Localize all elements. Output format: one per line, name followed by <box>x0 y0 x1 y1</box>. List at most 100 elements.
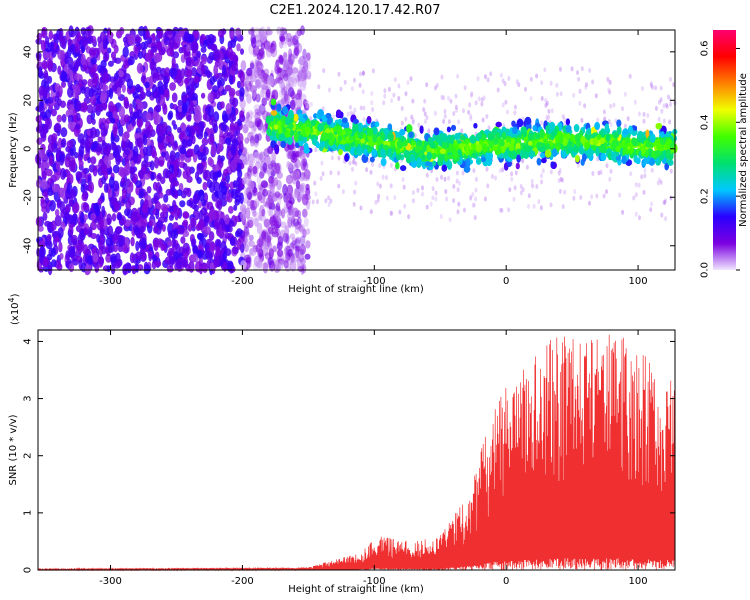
spectrogram-cell <box>596 117 600 123</box>
spectrogram-cell <box>513 185 517 191</box>
spectrogram-cell <box>155 92 161 105</box>
spectrogram-cell <box>196 176 202 185</box>
spectrogram-cell <box>49 199 56 212</box>
figure-title: C2E1.2024.120.17.42.R07 <box>269 3 440 18</box>
spectrogram-cell <box>267 194 273 203</box>
spectrogram-cell <box>182 94 188 103</box>
spectrogram-cell <box>389 162 393 168</box>
spectrogram-cell <box>75 123 81 130</box>
spectrogram-cell <box>202 262 208 274</box>
spectrogram-cell <box>205 71 213 78</box>
spectrogram-cell <box>270 45 278 58</box>
spectrogram-cell <box>139 91 146 100</box>
spectrogram-cell <box>435 82 439 88</box>
spectrogram-cell <box>117 213 122 221</box>
spectrogram-cell <box>424 119 427 124</box>
spectrogram-cell <box>266 26 271 36</box>
spectrogram-cell <box>382 100 386 106</box>
spectrogram-cell <box>501 102 505 108</box>
spectrogram-cell <box>608 89 612 95</box>
spectrogram-cell <box>295 30 300 40</box>
spectrogram-cell <box>194 60 200 67</box>
spectrogram-cell <box>261 125 267 135</box>
spectrogram-cell <box>387 86 391 92</box>
spectrogram-cell <box>239 110 245 119</box>
spectrogram-cell <box>72 201 80 214</box>
spectrogram-cell <box>381 174 385 180</box>
spectrogram-cell <box>579 195 583 200</box>
spectrogram-cell <box>239 70 245 83</box>
spectrogram-cell <box>294 221 302 230</box>
spectrogram-cell <box>277 249 284 257</box>
spectrogram-cell <box>434 190 438 196</box>
spectrogram-cell <box>93 202 100 213</box>
spectrogram-cell <box>58 241 63 253</box>
spectrogram-cell <box>200 46 207 53</box>
spectrogram-cell <box>240 60 247 72</box>
spectrogram-cell <box>103 154 109 165</box>
spectrogram-cell <box>245 256 252 264</box>
spectrogram-cell <box>211 119 218 129</box>
spectrogram-cell <box>172 180 180 187</box>
spectrogram-cell <box>124 149 131 156</box>
spectrogram-cell <box>433 110 437 116</box>
spectrogram-cell <box>262 262 268 269</box>
spectrogram-cell <box>192 124 198 132</box>
spectrogram-cell <box>213 64 219 77</box>
spectrogram-cell <box>588 200 591 206</box>
spectrogram-cell <box>443 176 447 182</box>
spectrogram-cell <box>186 148 193 158</box>
spectrogram-cell <box>236 163 242 173</box>
spectrogram-cell <box>170 247 175 255</box>
spectrogram-cell <box>264 41 272 52</box>
spectrogram-cell <box>330 155 334 161</box>
spectrogram-cell <box>291 67 299 78</box>
spectrogram-cell <box>35 51 42 60</box>
spectrogram-cell <box>352 201 356 207</box>
spectrogram-cell <box>121 181 126 190</box>
spectrogram-cell <box>207 105 215 118</box>
spectrogram-cell <box>177 226 185 235</box>
spectrogram-cell <box>162 243 167 251</box>
spectrogram-cell <box>183 77 189 85</box>
spectrogram-cell <box>262 188 268 197</box>
spectrogram-cell <box>243 243 249 253</box>
spectrogram-cell <box>456 187 460 193</box>
spectrogram-cell <box>327 202 331 207</box>
spectrogram-cell <box>476 76 480 82</box>
spectrogram-cell <box>268 175 275 184</box>
spectrogram-cell <box>304 253 311 260</box>
spectrogram-cell <box>97 136 103 143</box>
spectrogram-cell <box>80 101 88 113</box>
spectrogram-cell <box>480 101 484 107</box>
spectrogram-cell <box>484 74 487 80</box>
spectrogram-cell <box>159 176 166 185</box>
spectrogram-cell <box>205 251 213 261</box>
spectrogram-cell <box>284 225 290 237</box>
spectrogram-cell <box>447 95 450 101</box>
spectrogram-cell <box>158 191 164 199</box>
spectrogram-cell <box>654 85 658 91</box>
spectrogram-cell <box>119 167 127 178</box>
spectrogram-cell <box>298 224 304 232</box>
spectrogram-cell <box>659 97 663 103</box>
spectrogram-cell <box>189 100 194 112</box>
spectrogram-cell <box>261 97 267 107</box>
spectrogram-cell <box>108 101 115 112</box>
spectrogram-cell <box>200 92 206 99</box>
spectrogram-cell <box>480 97 484 103</box>
spectrogram-cell <box>659 179 663 185</box>
spectrogram-cell <box>371 107 375 112</box>
spectrogram-cell <box>76 112 81 122</box>
spectrogram-cell <box>247 131 254 142</box>
spectrogram-cell <box>88 181 95 194</box>
spectrogram-cell <box>172 51 180 59</box>
spectrogram-cell <box>193 112 201 124</box>
spectrogram-cell <box>212 177 218 184</box>
spectrogram-cell <box>72 64 78 72</box>
spectrogram-cell <box>211 85 219 93</box>
spectrogram-cell <box>54 208 60 217</box>
spectrogram-cell <box>470 91 474 97</box>
spectrogram-cell <box>354 180 358 186</box>
spectrogram-cell <box>137 25 146 37</box>
